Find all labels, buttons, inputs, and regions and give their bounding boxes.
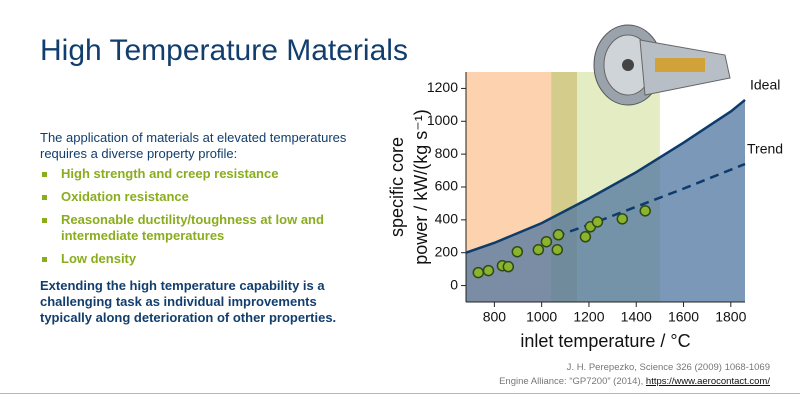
series-line — [465, 98, 746, 254]
data-point — [616, 213, 629, 225]
x-tick-label: 1400 — [621, 309, 652, 325]
reference: Engine Alliance: “GP7200” (2014), https:… — [499, 376, 770, 387]
data-point — [472, 266, 485, 279]
data-point — [639, 205, 651, 217]
bullet: Oxidation resistance — [40, 189, 380, 205]
x-tick-label: 1800 — [715, 309, 746, 325]
x-tick-label: 1200 — [573, 309, 604, 325]
bullet-list: High strength and creep resistance Oxida… — [40, 166, 380, 274]
y-tick-label: 200 — [435, 243, 459, 259]
x-tick-label: 1600 — [668, 309, 699, 325]
x-tick-label: 1000 — [526, 309, 557, 325]
bullet: Reasonable ductility/toughness at low an… — [40, 212, 380, 244]
y-axis-label: specific core — [387, 137, 407, 237]
plot: 0 200 400 600 800 1000 1200 800 1000 1200 1400 1600… — [387, 72, 783, 351]
slide-title: High Temperature Materials — [40, 34, 408, 67]
conclusion: Extending the high temperature capabilit… — [40, 278, 337, 325]
data-point — [502, 260, 515, 273]
data-point — [511, 245, 524, 258]
y-tick-label: 600 — [435, 178, 459, 194]
y-tick-label: 400 — [435, 211, 459, 227]
data-point — [482, 264, 495, 277]
series-line — [541, 162, 746, 243]
intro-text: The application of materials at elevated… — [40, 130, 347, 161]
engine-illustration — [593, 24, 731, 106]
bullet: Low density — [40, 251, 380, 267]
y-tick-label: 800 — [435, 145, 459, 161]
bullet: High strength and creep resistance — [40, 166, 380, 182]
reference: Engine Alliance: “GP7200” (2014), — [499, 376, 644, 387]
data-point — [552, 229, 565, 241]
series-label: Ideal — [750, 77, 780, 93]
reference: J. H. Perepezko, Science 326 (2009) 1068… — [566, 362, 770, 373]
x-tick-label: 800 — [483, 309, 507, 325]
data-point — [579, 231, 592, 243]
y-tick-label: 1000 — [427, 112, 458, 128]
data-point — [540, 235, 553, 248]
series-label: Trend — [747, 141, 783, 157]
y-axis-label: power / kW/(kg s⁻¹) — [411, 109, 431, 265]
x-axis-label: inlet temperature / °C — [520, 331, 690, 351]
data-point — [551, 244, 564, 256]
y-tick-label: 0 — [450, 276, 458, 292]
data-point — [532, 244, 545, 256]
reference-link[interactable]: https://www.aerocontact.com/ — [645, 376, 770, 387]
y-tick-label: 1200 — [427, 79, 458, 95]
footer-rule — [0, 393, 800, 394]
data-point — [591, 216, 604, 228]
